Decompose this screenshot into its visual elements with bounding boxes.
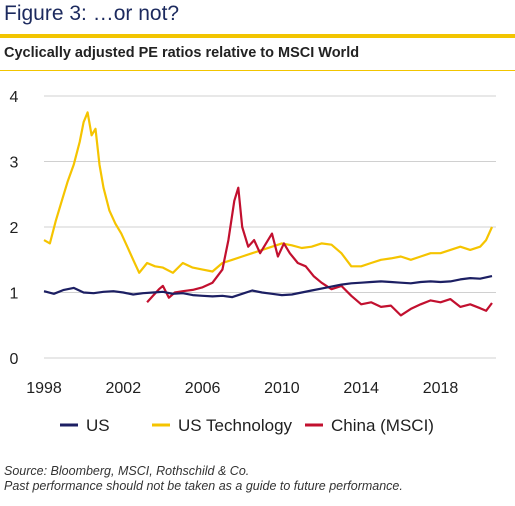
x-tick-label: 2014 bbox=[343, 380, 379, 397]
series-line-us bbox=[43, 275, 493, 299]
y-tick-label: 0 bbox=[10, 351, 19, 368]
figure-title: Figure 3: …or not? bbox=[4, 2, 180, 25]
y-axis-ticks: 0 1 2 3 4 bbox=[10, 89, 19, 368]
disclaimer-line: Past performance should not be taken as … bbox=[4, 479, 403, 493]
x-tick-label: 2002 bbox=[106, 380, 142, 397]
source-line: Source: Bloomberg, MSCI, Rothschild & Co… bbox=[4, 464, 250, 478]
chart-subtitle: Cyclically adjusted PE ratios relative t… bbox=[4, 45, 360, 61]
y-tick-label: 3 bbox=[10, 155, 19, 172]
source-note: Source: Bloomberg, MSCI, Rothschild & Co… bbox=[4, 464, 403, 494]
series-line-china-msci bbox=[146, 186, 493, 317]
legend-label: US Technology bbox=[178, 416, 293, 435]
x-tick-label: 2006 bbox=[185, 380, 221, 397]
legend: US US Technology China (MSCI) bbox=[60, 416, 434, 435]
x-axis-ticks: 1998 2002 2006 2010 2014 2018 bbox=[26, 380, 458, 397]
x-tick-label: 2018 bbox=[423, 380, 459, 397]
subtitle-rule bbox=[0, 70, 515, 71]
y-tick-label: 2 bbox=[10, 220, 19, 237]
legend-label: China (MSCI) bbox=[331, 416, 434, 435]
title-rule bbox=[0, 34, 515, 38]
legend-label: US bbox=[86, 416, 110, 435]
y-tick-label: 1 bbox=[10, 286, 19, 303]
y-tick-label: 4 bbox=[10, 89, 19, 106]
series-line-us-technology bbox=[43, 111, 494, 274]
x-tick-label: 2010 bbox=[264, 380, 300, 397]
series-lines bbox=[43, 111, 494, 317]
x-tick-label: 1998 bbox=[26, 380, 62, 397]
grid-lines bbox=[44, 95, 496, 359]
line-chart: 0 1 2 3 4 1998 2002 2006 2010 2014 2018 US US Tech… bbox=[10, 89, 496, 435]
